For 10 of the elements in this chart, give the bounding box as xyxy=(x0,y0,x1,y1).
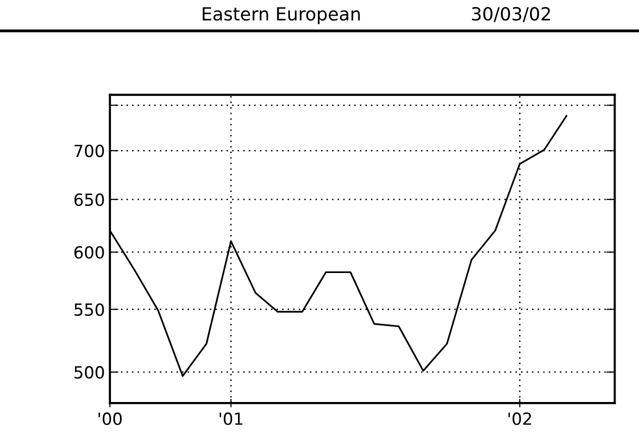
y-tick-label: 700 xyxy=(74,144,104,158)
x-tick-label: '01 xyxy=(220,412,242,426)
x-tick-label: '02 xyxy=(508,412,531,426)
y-tick-label: 500 xyxy=(74,366,104,379)
chart-subtitle: 30/03/02 xyxy=(472,7,550,22)
y-tick-label: 600 xyxy=(74,246,104,259)
y-tick-label: 550 xyxy=(74,303,104,316)
chart-title: Eastern European xyxy=(202,7,360,24)
y-tick-label: 650 xyxy=(74,193,104,206)
x-tick-label: '00 xyxy=(98,412,122,426)
